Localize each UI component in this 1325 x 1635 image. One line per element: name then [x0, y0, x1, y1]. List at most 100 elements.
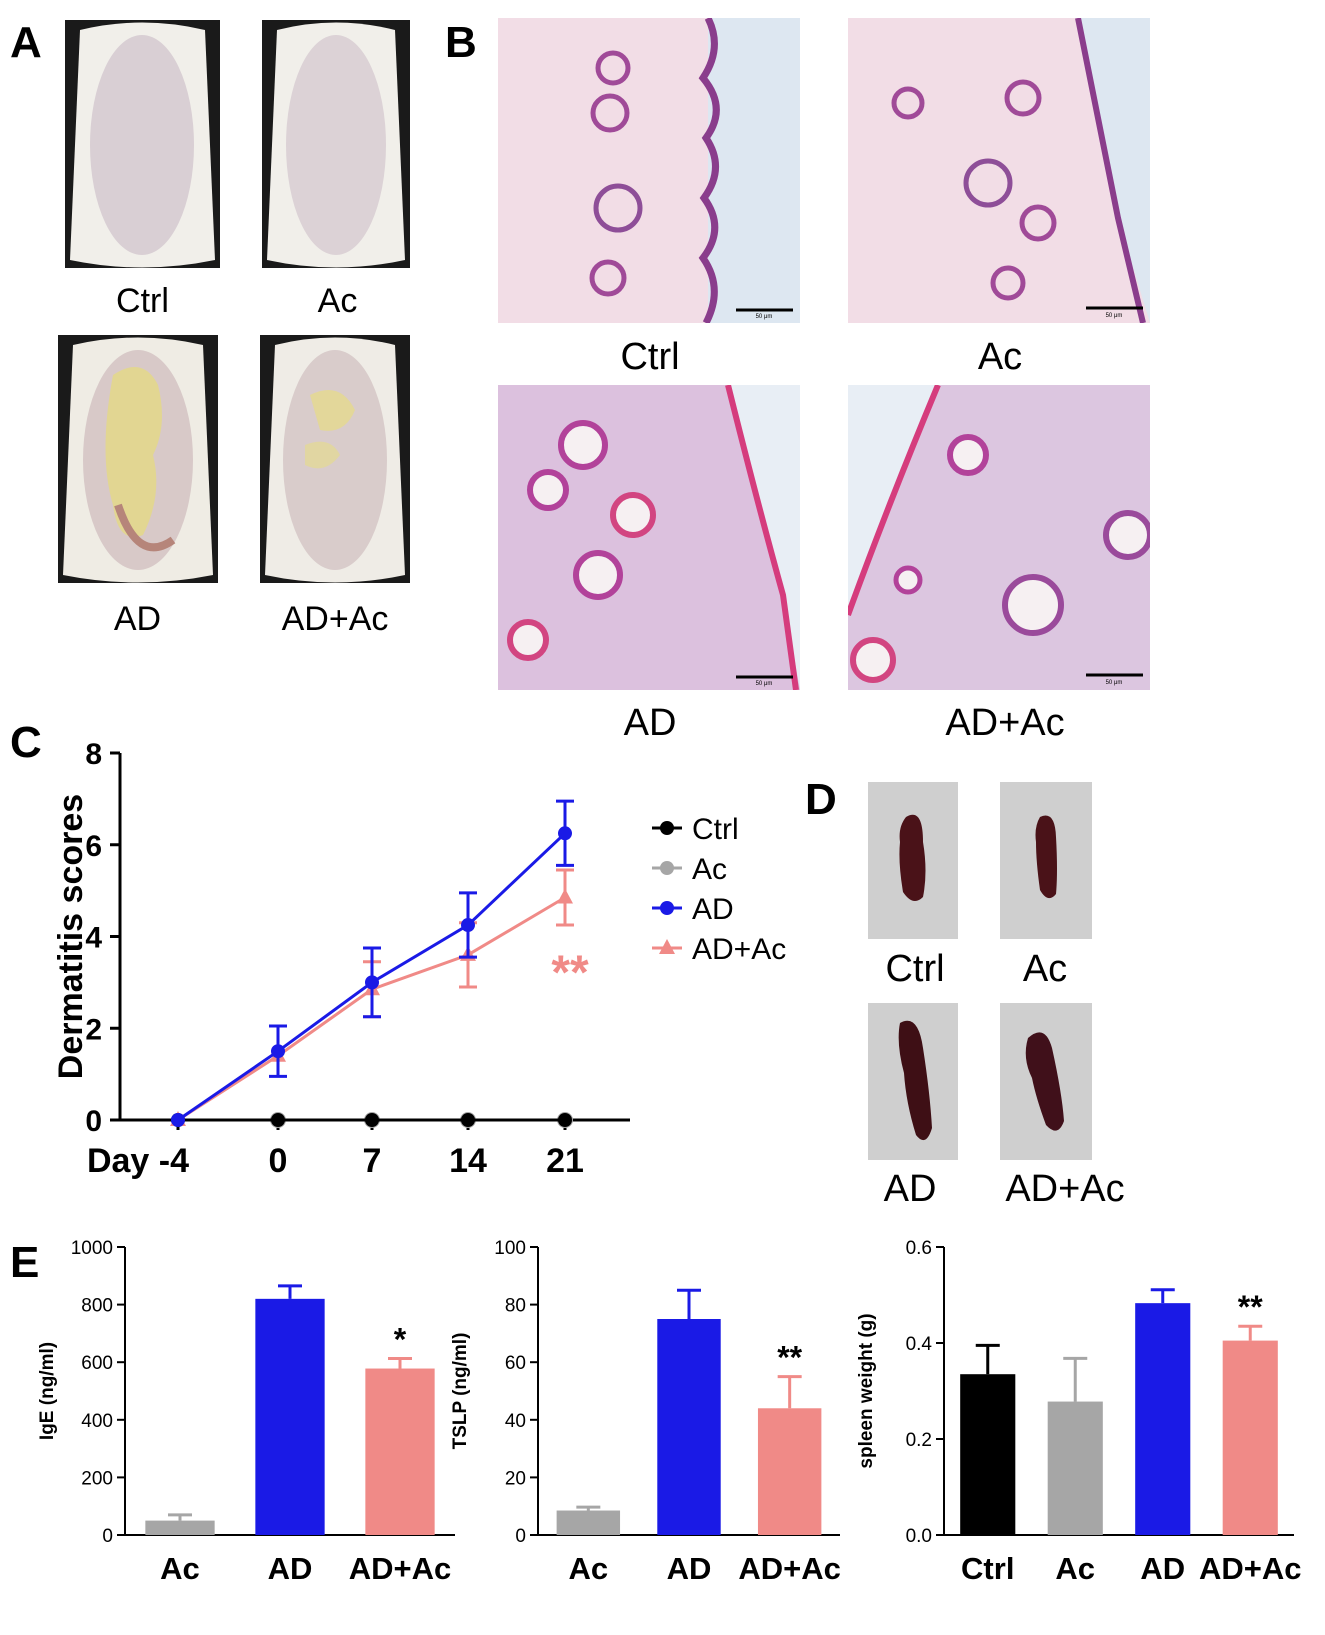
- significance-marker: **: [551, 946, 589, 999]
- bar-ad: [1135, 1303, 1191, 1535]
- y-tick-label: 20: [505, 1468, 526, 1489]
- y-axis-label: spleen weight (g): [856, 1313, 877, 1468]
- data-point: [558, 1113, 572, 1127]
- data-point: [461, 1113, 475, 1127]
- legend-marker: [660, 821, 674, 835]
- y-tick-label: 80: [505, 1296, 526, 1317]
- x-tick-label: 14: [449, 1142, 487, 1180]
- mouse-photo-ad-ac: [260, 335, 410, 583]
- histology-ctrl: 50 μm: [498, 18, 800, 323]
- legend-label: Ac: [692, 853, 727, 886]
- y-tick-label: 0: [515, 1526, 526, 1547]
- x-tick-label: Ac: [160, 1551, 200, 1586]
- label-d-ctrl: Ctrl: [885, 948, 945, 990]
- label-b-ac: Ac: [977, 336, 1023, 378]
- y-tick-label: 200: [81, 1468, 113, 1489]
- x-tick-label: Ac: [569, 1551, 609, 1586]
- ige-bar-chart: 0 200 400 600 800 1000 IgE (ng/ml) Ac AD AD+Ac *: [37, 1238, 455, 1586]
- label-b-ad-ac: AD+Ac: [945, 702, 1065, 744]
- panel-letter-d: D: [805, 775, 837, 824]
- label-d-ac: Ac: [1022, 948, 1068, 990]
- y-tick-label: 40: [505, 1411, 526, 1432]
- x-tick-label: 21: [546, 1142, 584, 1180]
- data-point: [271, 1044, 285, 1059]
- spleen-photo-ad: [868, 1003, 958, 1160]
- legend-label: Ctrl: [692, 813, 739, 846]
- bar-ad-ac: [365, 1368, 435, 1535]
- y-tick-label: 60: [505, 1353, 526, 1374]
- y-axis-label: IgE (ng/ml): [37, 1342, 58, 1440]
- x-tick-label: AD: [268, 1551, 313, 1586]
- y-axis-label: Dermatitis scores: [52, 794, 90, 1079]
- scalebar-text: 50 μm: [756, 681, 773, 687]
- legend-marker: [660, 901, 674, 915]
- x-tick-label: AD+Ac: [349, 1551, 452, 1586]
- bar-ac: [1047, 1401, 1103, 1535]
- y-tick-label: 0: [85, 1105, 102, 1138]
- data-point: [365, 975, 379, 990]
- spleen-photo-ctrl: [868, 782, 958, 939]
- y-tick-label: 800: [81, 1296, 113, 1317]
- bar-ad-ac: [1222, 1340, 1278, 1535]
- spleen-photo-ad-ac: [1000, 1003, 1092, 1160]
- scalebar-text: 50 μm: [1106, 313, 1123, 319]
- mouse-photo-ctrl: [65, 20, 220, 268]
- y-tick-label: 6: [85, 830, 102, 863]
- histology-ad: 50 μm: [498, 385, 800, 690]
- spleen-weight-bar-chart: 0.0 0.2 0.4 0.6 spleen weight (g) Ctrl Ac AD AD+…: [856, 1238, 1302, 1586]
- label-a-ac: Ac: [317, 282, 358, 320]
- histology-ac: 50 μm: [848, 18, 1150, 323]
- bar-ac: [556, 1510, 621, 1535]
- significance-marker: **: [777, 1340, 802, 1376]
- x-tick-label: Ctrl: [961, 1551, 1014, 1586]
- spleen-photo-ac: [1000, 782, 1092, 939]
- mouse-photo-ad: [58, 335, 218, 583]
- label-a-ad: AD: [113, 600, 162, 638]
- bar-ac: [145, 1520, 215, 1535]
- y-tick-label: 0.2: [906, 1430, 932, 1451]
- y-tick-label: 0.4: [906, 1334, 933, 1355]
- mouse-photo-ac: [262, 20, 410, 268]
- label-a-ad-ac: AD+Ac: [281, 600, 389, 638]
- x-tick-label: Ac: [1055, 1551, 1095, 1586]
- data-point: [558, 826, 572, 841]
- significance-marker: *: [394, 1321, 407, 1357]
- bar-ctrl: [960, 1374, 1016, 1535]
- bar-ad: [657, 1319, 721, 1535]
- label-b-ad: AD: [623, 702, 677, 744]
- y-tick-label: 4: [85, 922, 102, 955]
- panel-letter-b: B: [445, 18, 477, 67]
- histology-ad-ac: 50 μm: [848, 385, 1150, 690]
- y-tick-label: 0.6: [906, 1238, 932, 1259]
- y-tick-label: 8: [85, 738, 102, 771]
- y-tick-label: 100: [494, 1238, 526, 1259]
- label-a-ctrl: Ctrl: [116, 282, 169, 320]
- significance-marker: **: [1238, 1289, 1263, 1325]
- panel-letter-a: A: [10, 18, 42, 67]
- label-d-ad-ac: AD+Ac: [1005, 1168, 1125, 1210]
- y-tick-label: 0: [102, 1526, 113, 1547]
- dermatitis-line-chart: 0 2 4 6 8 Day -4 0 7 14 21 Dermatitis scores ** Ctrl…: [52, 738, 786, 1180]
- x-tick-label: AD+Ac: [738, 1551, 841, 1586]
- y-tick-label: 0.0: [906, 1526, 932, 1547]
- legend-label: AD+Ac: [692, 933, 786, 966]
- legend-marker: [660, 861, 674, 875]
- scalebar-text: 50 μm: [1106, 680, 1123, 686]
- legend-label: AD: [692, 893, 734, 926]
- tslp-bar-chart: 0 20 40 60 80 100 TSLP (ng/ml) Ac AD AD+Ac **: [450, 1238, 841, 1586]
- x-tick-label: Day -4: [87, 1142, 189, 1180]
- bar-ad: [255, 1298, 325, 1535]
- panel-letter-c: C: [10, 718, 42, 767]
- label-d-ad: AD: [883, 1168, 937, 1210]
- y-tick-label: 400: [81, 1411, 113, 1432]
- data-point: [271, 1113, 285, 1127]
- x-tick-label: AD: [1140, 1551, 1185, 1586]
- data-point: [461, 918, 475, 933]
- x-tick-label: AD+Ac: [1199, 1551, 1302, 1586]
- y-tick-label: 1000: [71, 1238, 113, 1259]
- data-point: [365, 1113, 379, 1127]
- legend-marker: [659, 939, 675, 954]
- x-tick-label: 0: [269, 1142, 288, 1180]
- y-tick-label: 600: [81, 1353, 113, 1374]
- bar-ad-ac: [757, 1408, 822, 1535]
